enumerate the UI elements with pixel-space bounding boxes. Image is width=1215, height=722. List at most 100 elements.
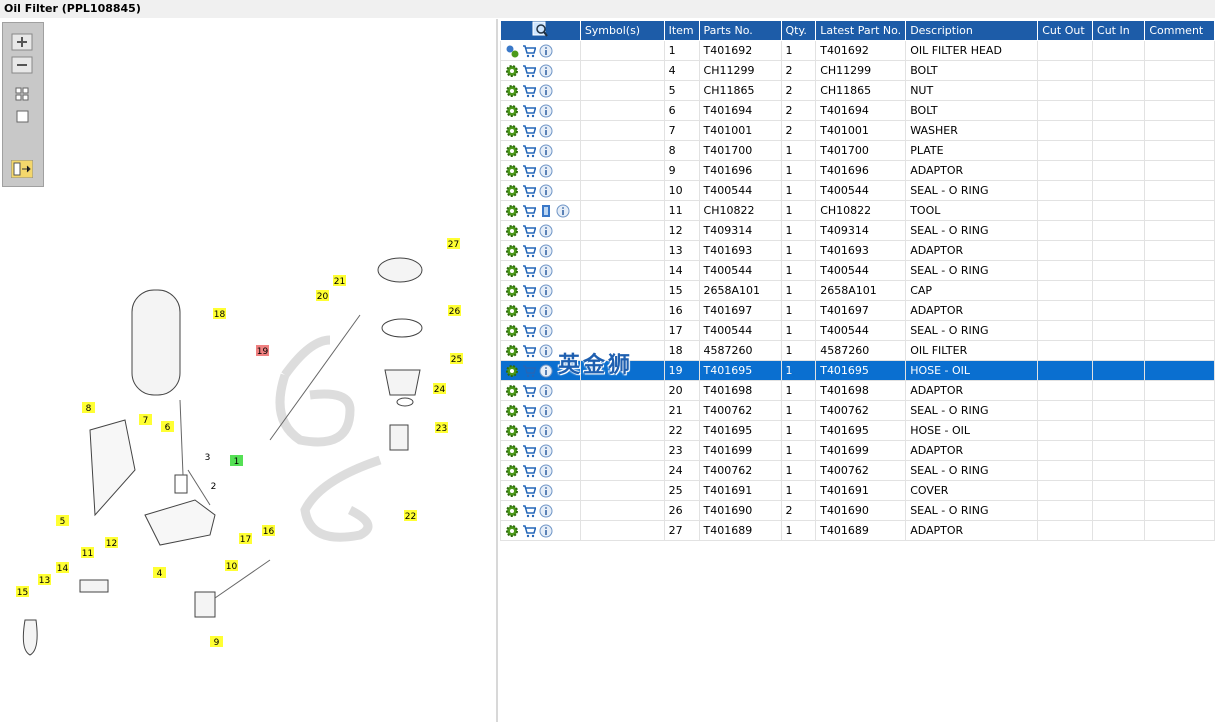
callout-label[interactable]: 20	[317, 292, 329, 302]
cart-icon[interactable]	[522, 484, 537, 498]
config-icon[interactable]	[505, 64, 519, 78]
info-icon[interactable]	[539, 504, 553, 518]
part-row[interactable]: 26 T401690 2 T401690 SEAL - O RING	[500, 500, 1215, 521]
cart-icon[interactable]	[522, 44, 537, 58]
callout-label[interactable]: 19	[257, 347, 269, 357]
info-icon[interactable]	[539, 324, 553, 338]
config-icon[interactable]	[505, 404, 519, 418]
zoom-out-button[interactable]	[11, 56, 33, 74]
info-icon[interactable]	[539, 84, 553, 98]
column-header[interactable]: Item	[663, 20, 700, 41]
config-icon[interactable]	[505, 304, 519, 318]
column-header[interactable]: Qty.	[780, 20, 817, 41]
cart-icon[interactable]	[522, 504, 537, 518]
part-row[interactable]: 23 T401699 1 T401699 ADAPTOR	[500, 440, 1215, 461]
part-row[interactable]: 10 T400544 1 T400544 SEAL - O RING	[500, 180, 1215, 201]
part-row[interactable]: 14 T400544 1 T400544 SEAL - O RING	[500, 260, 1215, 281]
part-row[interactable]: 22 T401695 1 T401695 HOSE - OIL	[500, 420, 1215, 441]
part-row[interactable]: 21 T400762 1 T400762 SEAL - O RING	[500, 400, 1215, 421]
info-icon[interactable]	[539, 464, 553, 478]
info-icon[interactable]	[539, 244, 553, 258]
cart-icon[interactable]	[522, 304, 537, 318]
cart-icon[interactable]	[522, 404, 537, 418]
document-icon[interactable]	[539, 204, 553, 218]
column-header[interactable]: Parts No.	[698, 20, 782, 41]
fit-button[interactable]	[11, 85, 33, 103]
callout-label[interactable]: 14	[57, 564, 69, 574]
config-icon[interactable]	[505, 104, 519, 118]
info-icon[interactable]	[539, 264, 553, 278]
callout-label[interactable]: 22	[405, 512, 416, 522]
callout-label[interactable]: 9	[214, 638, 220, 648]
info-icon[interactable]	[539, 484, 553, 498]
part-row[interactable]: 16 T401697 1 T401697 ADAPTOR	[500, 300, 1215, 321]
callout-label[interactable]: 21	[334, 277, 345, 287]
info-icon[interactable]	[539, 144, 553, 158]
info-icon[interactable]	[539, 104, 553, 118]
config-icon[interactable]	[505, 484, 519, 498]
column-header[interactable]: Cut In	[1092, 20, 1146, 41]
column-header[interactable]: Cut Out	[1037, 20, 1094, 41]
cart-icon[interactable]	[522, 104, 537, 118]
config-icon[interactable]	[505, 284, 519, 298]
part-row[interactable]: 1 T401692 1 T401692 OIL FILTER HEAD	[500, 40, 1215, 61]
callout-label[interactable]: 16	[263, 527, 275, 537]
info-icon[interactable]	[539, 524, 553, 538]
search-header[interactable]	[500, 20, 581, 41]
column-header[interactable]: Symbol(s)	[579, 20, 665, 41]
cart-icon[interactable]	[522, 124, 537, 138]
config-icon[interactable]	[505, 204, 519, 218]
callout-label[interactable]: 15	[17, 588, 28, 598]
config-icon[interactable]	[505, 524, 519, 538]
part-row[interactable]: 12 T409314 1 T409314 SEAL - O RING	[500, 220, 1215, 241]
part-row[interactable]: 20 T401698 1 T401698 ADAPTOR	[500, 380, 1215, 401]
callout-label[interactable]: 6	[165, 423, 171, 433]
cart-icon[interactable]	[522, 284, 537, 298]
callout-label[interactable]: 10	[226, 562, 238, 572]
layout-button[interactable]	[11, 160, 33, 178]
config-icon[interactable]	[505, 44, 519, 58]
cart-icon[interactable]	[522, 224, 537, 238]
info-icon[interactable]	[539, 284, 553, 298]
column-header[interactable]: Comment	[1144, 20, 1215, 41]
part-row[interactable]: 27 T401689 1 T401689 ADAPTOR	[500, 520, 1215, 541]
part-row[interactable]: 17 T400544 1 T400544 SEAL - O RING	[500, 320, 1215, 341]
config-icon[interactable]	[505, 144, 519, 158]
cart-icon[interactable]	[522, 384, 537, 398]
callout-label[interactable]: 2	[211, 482, 217, 492]
cart-icon[interactable]	[522, 84, 537, 98]
config-icon[interactable]	[505, 124, 519, 138]
config-icon[interactable]	[505, 464, 519, 478]
cart-icon[interactable]	[522, 64, 537, 78]
callout-label[interactable]: 18	[214, 310, 226, 320]
part-row[interactable]: 7 T401001 2 T401001 WASHER	[500, 120, 1215, 141]
info-icon[interactable]	[539, 304, 553, 318]
part-row[interactable]: 15 2658A101 1 2658A101 CAP	[500, 280, 1215, 301]
info-icon[interactable]	[539, 424, 553, 438]
callout-label[interactable]: 4	[157, 569, 163, 579]
cart-icon[interactable]	[522, 144, 537, 158]
config-icon[interactable]	[505, 244, 519, 258]
info-icon[interactable]	[539, 184, 553, 198]
cart-icon[interactable]	[522, 444, 537, 458]
config-icon[interactable]	[505, 164, 519, 178]
callout-label[interactable]: 25	[451, 355, 462, 365]
info-icon[interactable]	[539, 364, 553, 378]
config-icon[interactable]	[505, 424, 519, 438]
config-icon[interactable]	[505, 364, 519, 378]
callout-label[interactable]: 1	[234, 457, 240, 467]
zoom-in-button[interactable]	[11, 33, 33, 51]
config-icon[interactable]	[505, 224, 519, 238]
config-icon[interactable]	[505, 184, 519, 198]
part-row[interactable]: 5 CH11865 2 CH11865 NUT	[500, 80, 1215, 101]
cart-icon[interactable]	[522, 344, 537, 358]
info-icon[interactable]	[539, 124, 553, 138]
column-header[interactable]: Description	[905, 20, 1039, 41]
info-icon[interactable]	[539, 384, 553, 398]
cart-icon[interactable]	[522, 424, 537, 438]
callout-label[interactable]: 12	[106, 539, 117, 549]
config-icon[interactable]	[505, 324, 519, 338]
part-row[interactable]: 11 CH10822 1 CH10822 TOOL	[500, 200, 1215, 221]
cart-icon[interactable]	[522, 184, 537, 198]
cart-icon[interactable]	[522, 364, 537, 378]
